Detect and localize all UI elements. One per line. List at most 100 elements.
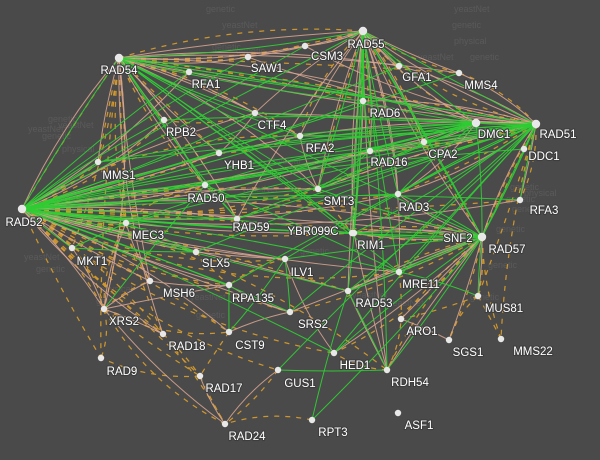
graph-node[interactable] (122, 219, 130, 227)
graph-node[interactable] (497, 335, 505, 343)
graph-node[interactable] (366, 147, 374, 155)
graph-node[interactable] (281, 255, 289, 263)
graph-edge (475, 122, 483, 238)
graph-edge (397, 123, 537, 195)
graph-node-label: CST9 (235, 340, 264, 352)
watermark-text: yeastNet (222, 20, 258, 30)
graph-node-label: RAD54 (100, 65, 138, 77)
graph-node-label: RPA135 (232, 293, 274, 305)
graph-node[interactable] (196, 372, 204, 380)
graph-node[interactable] (344, 287, 352, 295)
graph-edge (21, 208, 335, 354)
graph-edge (351, 231, 483, 238)
graph-node[interactable] (221, 420, 229, 428)
graph-node[interactable] (350, 229, 358, 237)
graph-node[interactable] (395, 268, 403, 276)
graph-edge (21, 208, 230, 333)
graph-edge (362, 30, 460, 74)
graph-edge (21, 208, 197, 253)
graph-edge (21, 208, 201, 377)
watermark-text: yeastNet (418, 52, 454, 62)
graph-edge (103, 308, 164, 335)
graph-node[interactable] (94, 158, 102, 166)
graph-node-label: ARO1 (406, 326, 437, 338)
graph-node[interactable] (244, 53, 252, 61)
graph-node[interactable] (308, 416, 316, 424)
graph-edge (204, 122, 477, 186)
graph-edge (204, 184, 238, 220)
graph-node[interactable] (397, 315, 405, 323)
graph-node[interactable] (215, 149, 223, 157)
graph-node[interactable] (455, 69, 463, 77)
graph-edge (118, 57, 190, 73)
node-layer[interactable] (17, 26, 541, 428)
graph-node[interactable] (296, 132, 304, 140)
node-label-layer: RAD54 RAD52 RAD55 RAD51 DMC1 SNF2 SAW1 CSM3 RFA1… (4, 38, 577, 444)
graph-node[interactable] (185, 68, 193, 76)
graph-node[interactable] (97, 354, 105, 362)
graph-node-label: ILV1 (291, 267, 314, 279)
graph-node-label: RAD59 (232, 222, 269, 234)
graph-edge (284, 123, 537, 260)
graph-node[interactable] (330, 349, 338, 357)
watermark-text: genetic (300, 246, 330, 256)
graph-node[interactable] (274, 366, 282, 374)
graph-node[interactable] (100, 305, 108, 313)
watermark-text: physical (524, 188, 557, 198)
graph-edge (224, 369, 279, 425)
watermark-text: physical (100, 284, 133, 294)
graph-node[interactable] (478, 233, 486, 241)
graph-edge (317, 122, 477, 190)
graph-node[interactable] (531, 119, 541, 129)
graph-node[interactable] (301, 42, 309, 50)
graph-edge (103, 284, 230, 310)
graph-node[interactable] (359, 97, 367, 105)
graph-node[interactable] (520, 145, 528, 153)
graph-node[interactable] (159, 330, 167, 338)
graph-node[interactable] (251, 109, 259, 117)
graph-node[interactable] (471, 118, 481, 128)
graph-node[interactable] (225, 328, 233, 336)
graph-edge (71, 247, 105, 310)
graph-edge (21, 148, 525, 210)
graph-node[interactable] (160, 116, 168, 124)
graph-node[interactable] (114, 53, 124, 63)
graph-node[interactable] (395, 62, 403, 70)
graph-node-label: CTF4 (258, 120, 287, 132)
edge-layer-physical (21, 30, 537, 421)
graph-node[interactable] (201, 181, 209, 189)
graph-node[interactable] (286, 308, 294, 316)
graph-node[interactable] (383, 366, 391, 374)
graph-node-label: RAD3 (399, 202, 430, 214)
graph-edge (71, 247, 105, 310)
graph-node[interactable] (314, 185, 322, 193)
graph-edge (353, 232, 483, 239)
graph-node[interactable] (17, 204, 27, 214)
watermark-text: genetic (512, 204, 542, 214)
graph-edge (21, 208, 230, 286)
graph-node[interactable] (192, 248, 200, 256)
graph-node-label: RAD24 (228, 431, 266, 443)
graph-node[interactable] (445, 336, 453, 344)
graph-node-label: SNF2 (443, 233, 472, 245)
graph-node[interactable] (474, 292, 482, 300)
graph-node[interactable] (420, 138, 428, 146)
graph-node[interactable] (68, 244, 76, 252)
graph-edge (500, 123, 537, 340)
graph-node[interactable] (225, 281, 233, 289)
graph-edge (481, 123, 537, 238)
watermark-text: genetic (212, 42, 242, 52)
graph-edge (362, 30, 399, 195)
graph-node[interactable] (233, 215, 241, 223)
graph-node[interactable] (394, 190, 402, 198)
graph-node[interactable] (516, 196, 524, 204)
graph-node[interactable] (146, 277, 154, 285)
graph-node[interactable] (394, 409, 402, 417)
graph-edge (317, 30, 364, 190)
graph-edge (21, 208, 279, 371)
graph-edge (386, 236, 483, 371)
graph-node[interactable] (358, 26, 368, 36)
watermark-text: genetic (510, 182, 540, 192)
